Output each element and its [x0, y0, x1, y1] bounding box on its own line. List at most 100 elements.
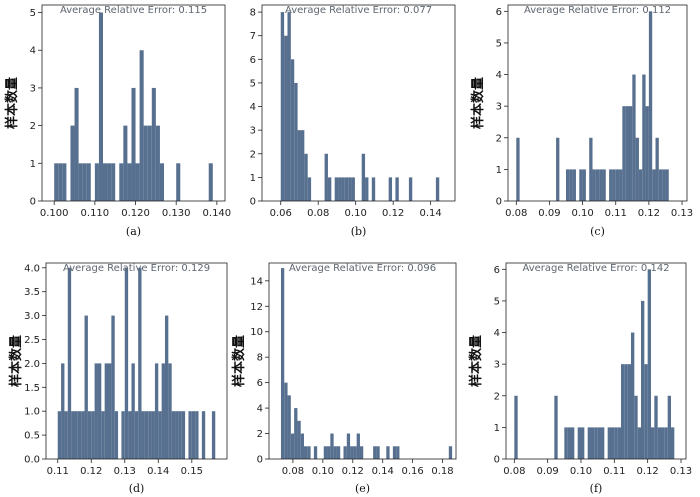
x-tick-label: 0.10 — [571, 208, 593, 219]
histogram-bar — [647, 269, 651, 459]
histogram-bar — [634, 395, 638, 459]
histogram-bar — [612, 169, 616, 201]
histogram-bar — [201, 411, 206, 459]
y-tick-label: 5 — [494, 296, 500, 307]
histogram-bar — [346, 433, 351, 459]
histogram-bar — [661, 427, 665, 459]
y-axis-label: 样本数量 — [231, 335, 247, 387]
histogram-bar — [91, 411, 95, 459]
histogram-bar — [155, 125, 160, 201]
histogram-bar — [164, 315, 169, 459]
histogram-bar — [287, 12, 291, 202]
axes-frame — [261, 4, 456, 202]
y-tick-label: 1 — [30, 159, 36, 170]
y-tick-label: 3 — [30, 83, 36, 94]
histogram-bar — [114, 411, 119, 459]
histogram-bar — [98, 12, 103, 201]
y-tick-label: 2.5 — [24, 335, 40, 346]
y-tick-label: 3 — [250, 126, 256, 137]
y-tick-label: 4.0 — [24, 263, 40, 274]
histogram-bar — [645, 106, 649, 201]
x-tick-label: 0.14 — [420, 208, 442, 219]
histogram-bar — [123, 125, 128, 201]
y-tick-label: 0.0 — [24, 455, 40, 466]
histogram-bar — [175, 411, 179, 459]
histogram-bar — [516, 137, 520, 201]
histogram-panel: 0.08 0.09 0.10 0.11 0.12 0.13 0 1 2 3 4 5 6 Average R… — [468, 262, 692, 495]
panel-caption: (e) — [355, 482, 370, 495]
histogram-bar — [141, 411, 145, 459]
histogram-bar — [344, 177, 349, 201]
y-tick-label: 4 — [30, 46, 36, 57]
histogram-bar — [144, 411, 149, 459]
histogram-bar — [54, 163, 59, 201]
x-tick-label: 0.15 — [181, 466, 203, 477]
histogram-bar — [622, 106, 626, 201]
panel-caption: (f) — [590, 482, 603, 495]
histogram-bar — [641, 300, 645, 459]
histogram-bar — [514, 395, 518, 459]
y-tick-label: 3.5 — [24, 287, 40, 298]
histogram-bar — [280, 12, 285, 202]
histogram-bar — [635, 137, 639, 201]
histogram-bar — [151, 87, 156, 201]
histogram-bar — [642, 74, 646, 201]
histogram-bar — [617, 427, 621, 459]
y-tick-label: 1.5 — [24, 383, 40, 394]
histogram-bar — [591, 427, 595, 459]
histogram-bar — [371, 177, 376, 201]
histogram-bar — [138, 267, 142, 459]
histogram-bar — [615, 169, 620, 201]
histogram-bar — [70, 125, 75, 201]
x-tick-label: 0.08 — [503, 466, 525, 477]
average-relative-error-label: Average Relative Error: 0.096 — [289, 263, 436, 274]
histogram-bar — [74, 87, 79, 201]
histogram-bar — [313, 446, 318, 459]
histogram-bar — [657, 427, 661, 459]
axes-frame — [41, 4, 226, 202]
x-tick-label: 0.10 — [570, 466, 592, 477]
histogram-bar — [567, 427, 571, 459]
histogram-bar — [365, 177, 369, 201]
x-tick-label: 0.13 — [671, 208, 693, 219]
histogram-bar — [307, 446, 311, 459]
histogram-bar — [628, 106, 633, 201]
y-tick-label: 7 — [250, 31, 256, 42]
histogram-bar — [148, 411, 152, 459]
y-tick-label: 4 — [257, 404, 263, 415]
histogram-bar — [61, 363, 65, 459]
histogram-bar — [566, 169, 570, 201]
histogram-bar — [388, 177, 393, 201]
y-tick-label: 0 — [496, 197, 502, 208]
histogram-bar — [599, 169, 603, 201]
histogram-bar — [595, 169, 600, 201]
histogram-bar — [348, 177, 352, 201]
x-tick-label: 0.16 — [401, 466, 423, 477]
histogram-bar — [103, 163, 108, 201]
histogram-bar — [619, 169, 623, 201]
y-tick-label: 6 — [257, 378, 263, 389]
histogram-bar — [57, 411, 62, 459]
histogram-bar — [607, 427, 611, 459]
histogram-bar — [147, 125, 152, 201]
histogram-bar — [168, 363, 172, 459]
histogram-bar — [651, 427, 655, 459]
histogram-bar — [143, 125, 148, 201]
histogram-bar — [86, 163, 91, 201]
histogram-bar — [597, 427, 601, 459]
x-tick-label: 0.13 — [114, 466, 136, 477]
histogram-bar — [652, 169, 656, 201]
histogram-bar — [158, 411, 162, 459]
histogram-bar — [571, 427, 575, 459]
x-tick-label: 0.12 — [80, 466, 102, 477]
histogram-bar — [579, 169, 583, 201]
histogram-bar — [359, 446, 364, 459]
y-tick-label: 4 — [494, 328, 500, 339]
y-tick-label: 1.0 — [24, 407, 40, 418]
histogram-bar — [356, 433, 360, 459]
histogram-bar — [582, 169, 586, 201]
histogram-bar — [67, 267, 72, 459]
y-tick-label: 1 — [250, 173, 256, 184]
histogram-bar — [58, 163, 63, 201]
axes-frame — [505, 262, 687, 460]
